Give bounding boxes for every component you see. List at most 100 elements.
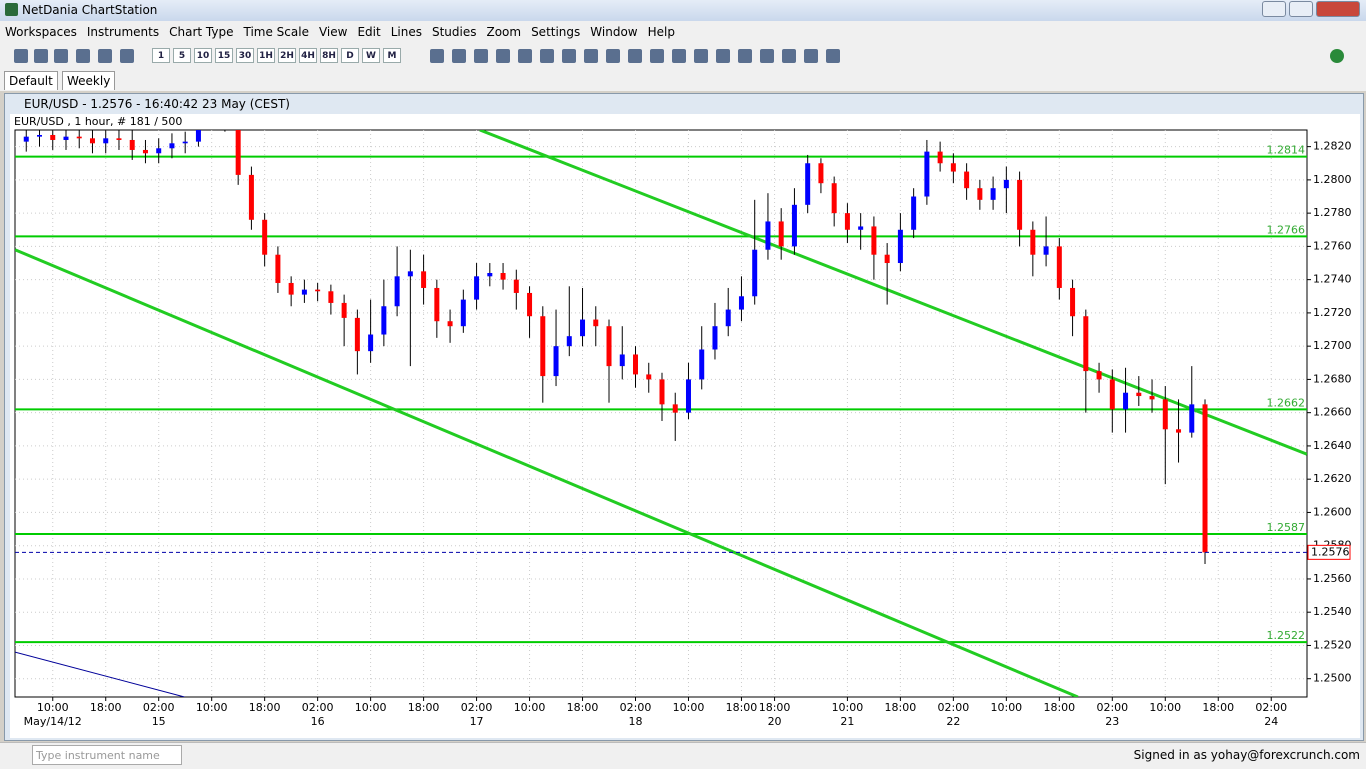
- menu-item[interactable]: Zoom: [486, 25, 522, 39]
- timeframe-button[interactable]: 5: [173, 48, 191, 63]
- tool-icon[interactable]: [716, 49, 730, 63]
- tool-icon[interactable]: [474, 49, 488, 63]
- x-date-label: 21: [840, 715, 854, 728]
- timeframe-button[interactable]: 1: [152, 48, 170, 63]
- tool-icon[interactable]: [452, 49, 466, 63]
- x-tick-label: 18:00: [759, 701, 791, 714]
- x-date-label: May/14/12: [24, 715, 82, 728]
- menu-bar: Workspaces Instruments Chart Type Time Scal…: [0, 21, 1366, 43]
- tool-icon[interactable]: [34, 49, 48, 63]
- timeframe-button[interactable]: D: [341, 48, 359, 63]
- tool-icon[interactable]: [98, 49, 112, 63]
- candle-body: [1162, 399, 1168, 430]
- menu-item[interactable]: Window: [590, 25, 638, 39]
- candle-body: [897, 229, 903, 264]
- tool-icon[interactable]: [826, 49, 840, 63]
- candle-body: [1083, 316, 1089, 372]
- candle-body: [1136, 392, 1142, 397]
- tool-icon[interactable]: [628, 49, 642, 63]
- close-button[interactable]: [1316, 1, 1360, 17]
- support-label: 1.2522: [1267, 629, 1306, 642]
- last-price-label: 1.2576: [1311, 545, 1350, 558]
- tool-icon[interactable]: [760, 49, 774, 63]
- maximize-button[interactable]: [1289, 1, 1313, 17]
- menu-item[interactable]: View: [318, 25, 348, 39]
- tool-icon[interactable]: [694, 49, 708, 63]
- menu-item[interactable]: Instruments: [86, 25, 160, 39]
- signed-in: Signed in as yohay@forexcrunch.com: [1133, 748, 1360, 762]
- y-tick-label: 1.2700: [1313, 339, 1352, 352]
- tool-icon[interactable]: [804, 49, 818, 63]
- y-tick-label: 1.2560: [1313, 572, 1352, 585]
- x-tick-label: 18:00: [1202, 701, 1234, 714]
- candle-body: [1109, 379, 1115, 410]
- candle-body: [937, 151, 943, 164]
- y-tick-label: 1.2640: [1313, 439, 1352, 452]
- trend-line: [479, 130, 1307, 456]
- candle-body: [1030, 229, 1036, 255]
- tool-icon[interactable]: [672, 49, 686, 63]
- workspace-tab[interactable]: Default: [4, 71, 58, 90]
- x-tick-label: 10:00: [355, 701, 387, 714]
- x-tick-label: 02:00: [1255, 701, 1287, 714]
- menu-item[interactable]: Lines: [390, 25, 422, 39]
- timeframe-button[interactable]: M: [383, 48, 401, 63]
- x-date-label: 18: [629, 715, 643, 728]
- tool-icon[interactable]: [650, 49, 664, 63]
- menu-item[interactable]: Chart Type: [169, 25, 234, 39]
- tool-icon[interactable]: [606, 49, 620, 63]
- candle-body: [659, 379, 665, 405]
- timeframe-button[interactable]: 8H: [320, 48, 338, 63]
- tool-icon[interactable]: [496, 49, 510, 63]
- tool-icon[interactable]: [782, 49, 796, 63]
- timeframe-button[interactable]: 15: [215, 48, 233, 63]
- candle-body: [791, 204, 797, 247]
- x-tick-label: 02:00: [461, 701, 493, 714]
- y-tick-label: 1.2660: [1313, 406, 1352, 419]
- minimize-button[interactable]: [1262, 1, 1286, 17]
- workspace-tab[interactable]: Weekly: [62, 71, 116, 90]
- y-tick-label: 1.2820: [1313, 140, 1352, 153]
- instrument-search[interactable]: Type instrument name: [32, 745, 182, 765]
- tool-icon[interactable]: [518, 49, 532, 63]
- tool-icon[interactable]: [584, 49, 598, 63]
- timeframe-button[interactable]: 10: [194, 48, 212, 63]
- tool-icon[interactable]: [14, 49, 28, 63]
- candle-body: [262, 219, 268, 255]
- tool-icon[interactable]: [430, 49, 444, 63]
- candle-body: [818, 163, 824, 184]
- tool-icon[interactable]: [120, 49, 134, 63]
- tool-icon[interactable]: [540, 49, 554, 63]
- timeframe-button[interactable]: W: [362, 48, 380, 63]
- timeframe-button[interactable]: 30: [236, 48, 254, 63]
- menu-item[interactable]: Workspaces: [5, 25, 77, 39]
- candle-body: [725, 309, 731, 327]
- menu-item[interactable]: Settings: [531, 25, 581, 39]
- candle-body: [487, 272, 493, 277]
- timeframe-button[interactable]: 2H: [278, 48, 296, 63]
- candle-body: [566, 336, 572, 347]
- x-date-label: 15: [152, 715, 166, 728]
- candle-body: [858, 226, 864, 230]
- timeframe-button[interactable]: 1H: [257, 48, 275, 63]
- candle-body: [1017, 179, 1023, 230]
- y-tick-label: 1.2500: [1313, 672, 1352, 685]
- chart-window-title: EUR/USD - 1.2576 - 16:40:42 23 May (CEST…: [24, 97, 290, 111]
- candle-body: [195, 130, 201, 142]
- candle-body: [1043, 246, 1049, 255]
- timeframe-button[interactable]: 4H: [299, 48, 317, 63]
- candle-body: [619, 354, 625, 367]
- menu-item[interactable]: Studies: [431, 25, 477, 39]
- candle-body: [129, 139, 135, 150]
- tool-icon[interactable]: [738, 49, 752, 63]
- menu-item[interactable]: Edit: [357, 25, 381, 39]
- tool-icon[interactable]: [54, 49, 68, 63]
- tool-icon[interactable]: [1330, 49, 1344, 63]
- plot-area: [14, 129, 1308, 698]
- tool-icon[interactable]: [76, 49, 90, 63]
- menu-item[interactable]: Help: [647, 25, 675, 39]
- menu-item[interactable]: Time Scale: [243, 25, 309, 39]
- candle-body: [1070, 287, 1076, 317]
- tool-icon[interactable]: [562, 49, 576, 63]
- candle-body: [911, 196, 917, 230]
